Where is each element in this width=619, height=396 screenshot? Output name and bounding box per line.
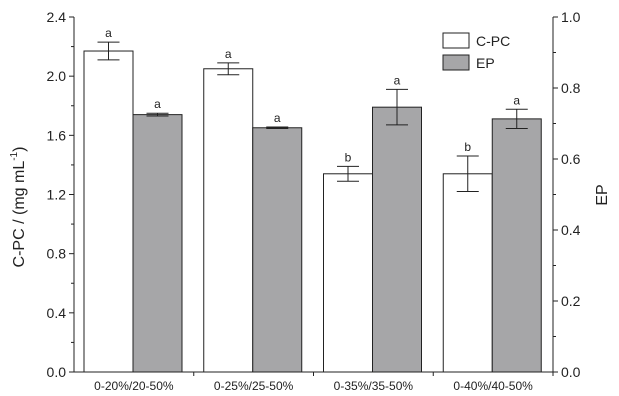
x-tick-label: 0-40%/40-50% (453, 379, 533, 393)
y2-tick-label: 0.6 (561, 151, 581, 167)
x-tick-label: 0-35%/35-50% (334, 379, 414, 393)
x-tick-label: 0-20%/20-50% (94, 379, 174, 393)
significance-letter: b (464, 140, 471, 154)
y2-tick-label: 0.2 (561, 293, 581, 309)
bar-ep (252, 127, 303, 373)
bar-c-pc (83, 50, 134, 373)
significance-letter: a (394, 73, 401, 87)
significance-letter: b (345, 150, 352, 164)
significance-letter: a (105, 26, 112, 40)
x-tick-label: 0-25%/25-50% (214, 379, 294, 393)
bar-ep (491, 118, 542, 373)
y-tick-label: 1.2 (47, 187, 67, 203)
bar-c-pc (442, 173, 493, 373)
bar-c-pc (203, 68, 254, 373)
significance-letter: a (225, 47, 232, 61)
bar-c-pc (323, 173, 373, 373)
significance-letter: a (154, 97, 161, 111)
legend-swatch-ep (442, 54, 470, 71)
legend-label-ep: EP (476, 55, 495, 71)
y-axis-label: C-PC / (mg mL-1) (9, 147, 28, 268)
bar-ep (372, 106, 422, 373)
y-tick-label: 0.0 (47, 364, 67, 380)
y-tick-label: 2.4 (47, 9, 67, 25)
bars-group: a a a a b a b a (83, 26, 542, 373)
significance-letter: a (513, 93, 520, 107)
y2-tick-label: 1.0 (561, 9, 581, 25)
axes-group: 0.0 0.4 0.8 1.2 1.6 2.0 2.4 0.0 0.2 0.4 0.6 0.8 1.0 0… (47, 9, 581, 393)
y2-tick-label: 0.8 (561, 80, 581, 96)
bar-ep (132, 114, 183, 373)
legend: C-PC EP (442, 32, 510, 71)
y2-axis-label: EP (594, 184, 611, 205)
significance-letter: a (274, 111, 281, 125)
y-tick-label: 1.6 (47, 127, 67, 143)
y-tick-label: 2.0 (47, 68, 67, 84)
legend-label-cpc: C-PC (476, 33, 510, 49)
y-tick-label: 0.8 (47, 246, 67, 262)
y2-tick-label: 0.0 (561, 364, 581, 380)
y-tick-label: 0.4 (47, 305, 67, 321)
legend-swatch-cpc (442, 32, 470, 49)
y2-tick-label: 0.4 (561, 222, 581, 238)
